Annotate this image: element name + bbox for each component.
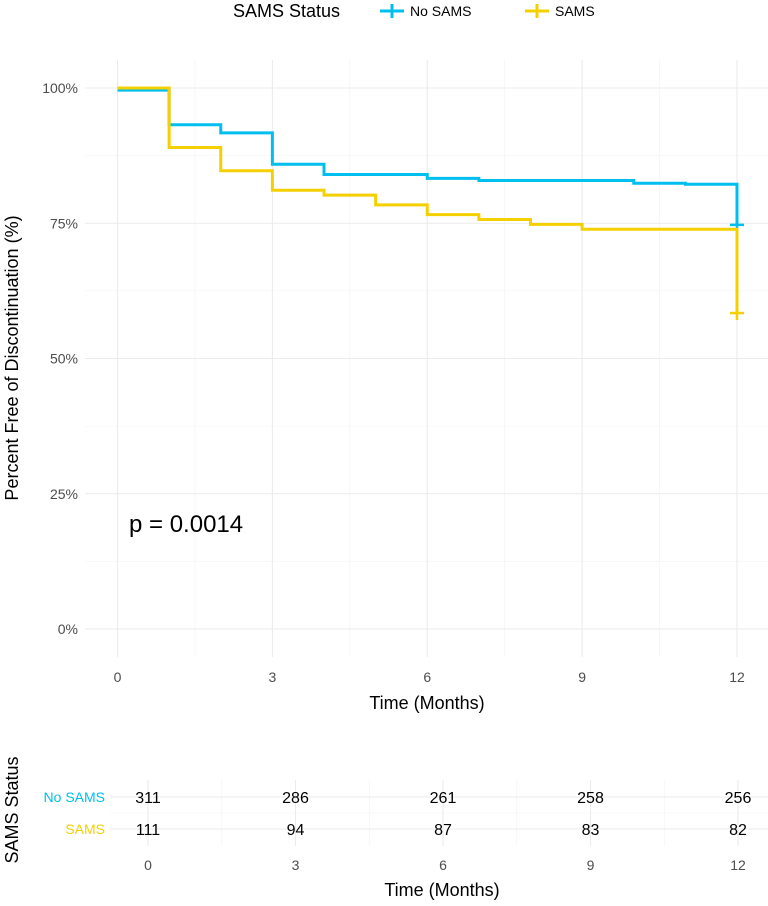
risk-x-tick-label: 9 xyxy=(587,857,595,873)
risk-count: 82 xyxy=(729,822,747,839)
legend-title: SAMS Status xyxy=(233,1,340,21)
risk-table-gridlines xyxy=(110,780,768,846)
risk-count: 258 xyxy=(577,790,604,807)
risk-x-tick-label: 0 xyxy=(144,857,152,873)
risk-count: 311 xyxy=(135,790,161,807)
legend-key-sams xyxy=(525,4,549,18)
p-value-annotation: p = 0.0014 xyxy=(129,511,243,538)
y-axis-title: Percent Free of Discontinuation (%) xyxy=(2,215,22,500)
risk-count: 261 xyxy=(430,790,457,807)
series-line-sams xyxy=(117,86,739,314)
legend-label-sams: SAMS xyxy=(555,3,595,19)
x-axis-tick-labels: 0 3 6 9 12 xyxy=(114,669,745,685)
risk-x-tick-label: 6 xyxy=(439,857,447,873)
risk-table: No SAMS 311 286 261 258 256 SAMS 111 94 87 83 82 xyxy=(44,789,752,839)
risk-x-tick-label: 12 xyxy=(730,857,746,873)
x-tick-label: 12 xyxy=(729,669,745,685)
risk-count: 286 xyxy=(282,790,309,807)
x-tick-label: 9 xyxy=(578,669,586,685)
risk-count: 111 xyxy=(136,822,160,839)
risk-count: 256 xyxy=(725,790,752,807)
censor-mark-sams xyxy=(730,306,744,321)
risk-x-tick-label: 3 xyxy=(292,857,300,873)
plot-gridlines xyxy=(85,60,768,657)
risk-row-label: No SAMS xyxy=(44,789,105,805)
legend-key-no-sams xyxy=(380,4,404,18)
legend: SAMS Status No SAMS SAMS xyxy=(233,1,595,21)
risk-table-x-axis-title: Time (Months) xyxy=(384,880,499,900)
x-tick-label: 3 xyxy=(268,669,276,685)
risk-row-label: SAMS xyxy=(65,821,105,837)
legend-label-no-sams: No SAMS xyxy=(410,3,471,19)
y-tick-label: 75% xyxy=(50,215,78,231)
risk-table-x-tick-labels: 0 3 6 9 12 xyxy=(144,857,746,873)
y-tick-label: 100% xyxy=(42,80,78,96)
risk-count: 87 xyxy=(434,822,452,839)
y-tick-label: 0% xyxy=(58,621,78,637)
y-axis-tick-labels: 0% 25% 50% 75% 100% xyxy=(42,80,78,637)
survival-curves xyxy=(117,86,744,321)
risk-table-y-axis-title: SAMS Status xyxy=(2,756,22,863)
x-tick-label: 0 xyxy=(114,669,122,685)
x-tick-label: 6 xyxy=(423,669,431,685)
x-axis-title: Time (Months) xyxy=(369,693,484,713)
risk-count: 94 xyxy=(287,822,305,839)
series-line-no-sams xyxy=(117,88,739,225)
y-tick-label: 25% xyxy=(50,486,78,502)
risk-count: 83 xyxy=(582,822,600,839)
y-tick-label: 50% xyxy=(50,351,78,367)
